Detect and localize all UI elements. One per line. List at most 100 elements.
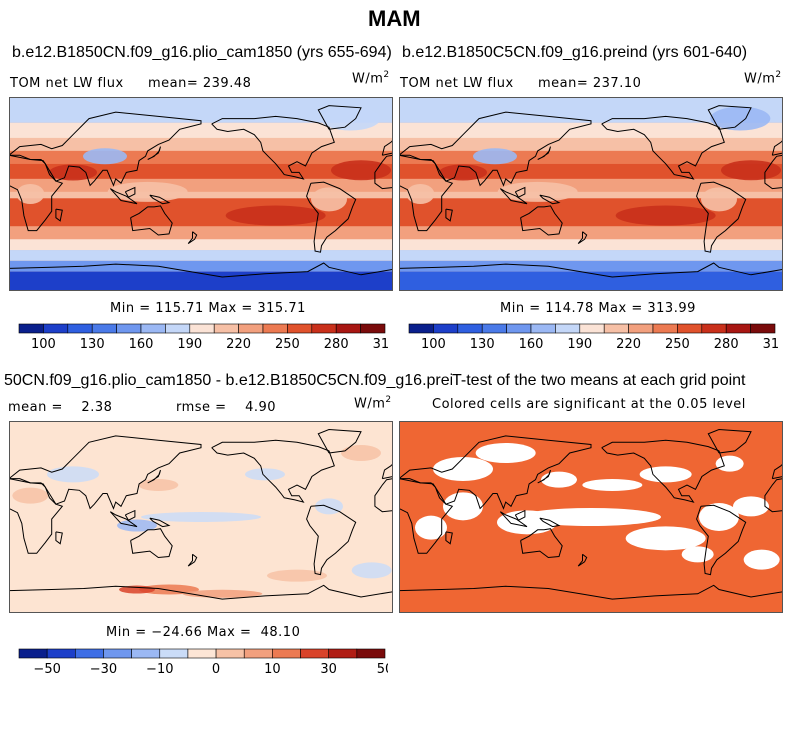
- diff-anomaly: [267, 569, 327, 582]
- continent-outline: [55, 208, 63, 222]
- colorbar1-tick-label: 280: [324, 337, 349, 352]
- continent-outline: [499, 188, 528, 205]
- continent-outline: [9, 584, 393, 600]
- panel1-minmax: Min = 115.71 Max = 315.71: [110, 301, 306, 316]
- flux-band: [399, 122, 783, 138]
- colorbar1-box-13: [335, 323, 361, 334]
- panel2-mean-label: mean= 237.10: [538, 76, 642, 91]
- colorbar1-box-4: [116, 323, 142, 334]
- panel1-colorbar: 100 130 160 190 220 250 280 310: [18, 323, 388, 352]
- flux-band: [9, 226, 393, 240]
- diff-anomaly: [47, 466, 99, 483]
- tibet-low: [83, 148, 127, 165]
- continent-outline: [124, 186, 136, 198]
- continent-outline: [109, 188, 138, 205]
- colorbar3-box-0: [18, 648, 48, 659]
- continent-outline: [514, 509, 526, 521]
- continent-outline: [211, 115, 335, 180]
- subtropic-high: [225, 205, 326, 226]
- colorbar3-box-12: [356, 648, 386, 659]
- continent-outline: [537, 469, 551, 484]
- flux-band: [9, 250, 393, 261]
- panel1-title: b.e12.B1850CN.f09_g16.plio_cam1850 (yrs …: [12, 44, 392, 61]
- continent-outline: [764, 478, 783, 513]
- colorbar2-box-12: [701, 323, 727, 334]
- figure-title: MAM: [368, 6, 421, 31]
- colorbar2-box-4: [506, 323, 532, 334]
- continent-outline: [130, 205, 173, 236]
- panel3-mean-label: mean = 2.38: [8, 400, 113, 415]
- colorbar2-tick-label: 100: [421, 337, 446, 352]
- colorbar3-tick-label: 50: [377, 662, 388, 677]
- continent-outline: [520, 528, 563, 559]
- flux-band: [9, 239, 393, 251]
- flux-band: [399, 137, 783, 151]
- continent-outline: [9, 435, 202, 510]
- arabia-high: [439, 164, 487, 181]
- colorbar1-box-9: [238, 323, 264, 334]
- colorbar1-box-14: [360, 323, 386, 334]
- continent-outline: [9, 111, 202, 187]
- flux-band: [9, 260, 393, 272]
- colorbar3-tick-label: −50: [33, 662, 60, 677]
- continent-outline: [577, 231, 588, 245]
- panel1-mean-label: mean= 239.48: [148, 76, 252, 91]
- continent-outline: [124, 509, 136, 521]
- colorbar3-box-4: [131, 648, 161, 659]
- panel3-minmax: Min = −24.66 Max = 48.10: [106, 625, 301, 640]
- diff-anomaly: [138, 479, 179, 491]
- non-significant-region: [475, 443, 536, 463]
- continent-outline: [306, 504, 357, 576]
- non-significant-region: [582, 479, 643, 491]
- flux-band: [399, 191, 783, 199]
- continent-outline: [707, 105, 752, 130]
- continent-outline: [445, 208, 453, 222]
- panel2-units: W/m2: [744, 70, 782, 87]
- non-significant-region: [733, 496, 769, 517]
- non-significant-region: [699, 503, 739, 531]
- colorbar1-tick-label: 130: [80, 337, 105, 352]
- continent-outline: [187, 231, 198, 245]
- colorbar3-box-6: [187, 648, 217, 659]
- non-significant-region: [681, 546, 714, 563]
- colorbar2-tick-label: 190: [567, 337, 592, 352]
- colorbar2-box-13: [725, 323, 751, 334]
- colorbar2-tick-label: 310: [763, 337, 778, 352]
- africa-low: [406, 184, 435, 204]
- continent-outline: [9, 478, 64, 554]
- colorbar3-box-1: [46, 648, 76, 659]
- colorbar3-box-7: [215, 648, 245, 659]
- continent-outline: [399, 435, 592, 510]
- colorbar1-box-10: [262, 323, 288, 334]
- colorbar3-tick-label: 30: [320, 662, 337, 677]
- tibet-low: [473, 148, 517, 165]
- diff-anomaly: [315, 498, 343, 515]
- non-significant-region: [639, 466, 692, 483]
- non-significant-region: [433, 457, 493, 481]
- sahara-high: [331, 160, 391, 181]
- continent-outline: [539, 517, 561, 528]
- colorbar3-box-9: [272, 648, 301, 659]
- continent-outline: [211, 439, 335, 503]
- panel4-map: [399, 421, 783, 613]
- colorbar1-box-11: [287, 323, 313, 334]
- colorbar3-box-11: [328, 648, 358, 659]
- continent-outline: [707, 428, 752, 454]
- non-significant-region: [715, 455, 744, 472]
- colorbar2-box-11: [677, 323, 703, 334]
- colorbar2-box-6: [555, 323, 581, 334]
- continent-outline: [130, 528, 173, 559]
- flux-band: [399, 226, 783, 240]
- colorbar1-box-5: [140, 323, 166, 334]
- continent-outline: [306, 181, 357, 253]
- colorbar1-box-8: [213, 323, 239, 334]
- flux-band: [399, 271, 783, 291]
- diff-anomaly: [245, 468, 285, 481]
- continent-outline: [514, 186, 526, 198]
- colorbar2-tick-label: 220: [616, 337, 641, 352]
- colorbar3-box-8: [243, 648, 273, 659]
- diff-anomaly: [341, 445, 381, 461]
- continent-outline: [149, 194, 171, 205]
- continent-outline: [771, 462, 783, 480]
- colorbar2-box-2: [457, 323, 483, 334]
